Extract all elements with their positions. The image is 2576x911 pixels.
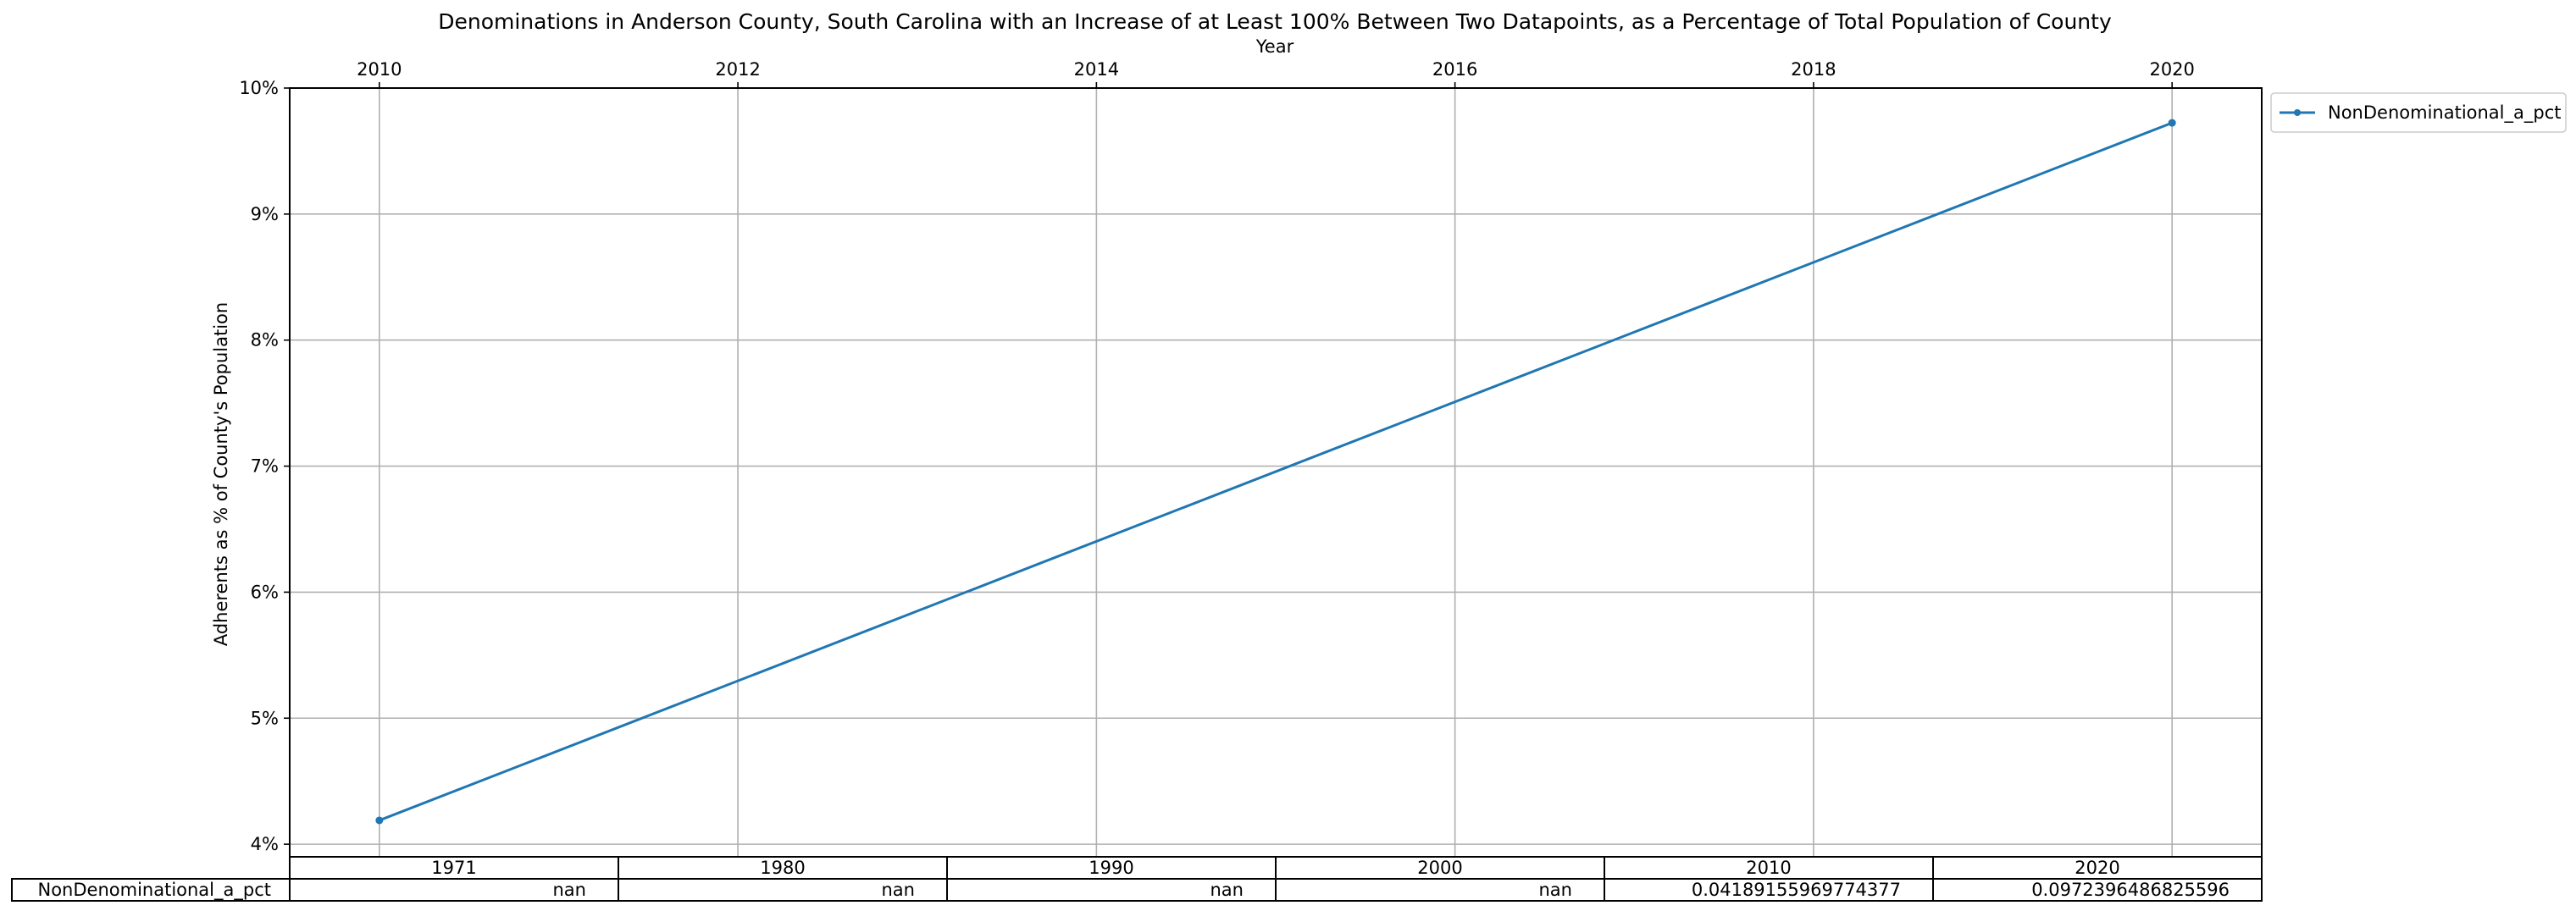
- table-cell-value: 0.0972396486825596: [2031, 880, 2230, 900]
- x-axis-label: Year: [1255, 36, 1294, 57]
- y-tick-label: 7%: [251, 456, 279, 477]
- x-tick-label: 2014: [1074, 59, 1119, 80]
- data-table: 1971 1980 1990 2000 2010 2020 NonDenominationa…: [11, 856, 2263, 902]
- legend-box: [2270, 92, 2567, 133]
- table-cell-value: nan: [553, 880, 587, 900]
- table-col-header: 1990: [1089, 858, 1133, 878]
- table-cell-value: 0.04189155969774377: [1692, 880, 1901, 900]
- legend-label: NonDenominational_a_pct: [2328, 102, 2562, 124]
- x-axis-ticks: 2010 2012 2014 2016 2018 2020: [357, 59, 2195, 88]
- table-col-header: 1971: [431, 858, 476, 878]
- table-col-header: 2020: [2075, 858, 2119, 878]
- table-cell-value: nan: [882, 880, 916, 900]
- table-col-header: 2000: [1417, 858, 1462, 878]
- table-row-label: NonDenominational_a_pct: [38, 880, 272, 901]
- table-cell: [1932, 878, 2263, 902]
- series-layer: [375, 119, 2176, 825]
- y-tick-label: 4%: [251, 834, 279, 854]
- y-tick-label: 5%: [251, 708, 279, 728]
- y-tick-label: 6%: [251, 582, 279, 602]
- data-point: [2168, 119, 2176, 127]
- y-axis-label: Adherents as % of County's Population: [211, 302, 231, 646]
- table-cell-value: nan: [1210, 880, 1244, 900]
- table-col-header: 2010: [1746, 858, 1791, 878]
- table-cell-value: nan: [1539, 880, 1573, 900]
- x-tick-label: 2020: [2149, 59, 2194, 80]
- data-point: [375, 816, 384, 825]
- y-tick-label: 9%: [251, 204, 279, 224]
- x-tick-label: 2010: [357, 59, 402, 80]
- chart-title: Denominations in Anderson County, South …: [438, 9, 2112, 34]
- x-tick-label: 2018: [1791, 59, 1836, 80]
- x-tick-label: 2016: [1432, 59, 1477, 80]
- legend-marker-sample: [2294, 109, 2301, 116]
- x-tick-label: 2012: [715, 59, 760, 80]
- legend: NonDenominational_a_pct: [2270, 92, 2567, 133]
- y-tick-label: 8%: [251, 330, 279, 351]
- y-axis-ticks: 4% 5% 6% 7% 8% 9% 10%: [239, 78, 290, 854]
- series-line: [379, 121, 2173, 822]
- table-col-header: 1980: [760, 858, 805, 878]
- y-tick-label: 10%: [239, 78, 279, 98]
